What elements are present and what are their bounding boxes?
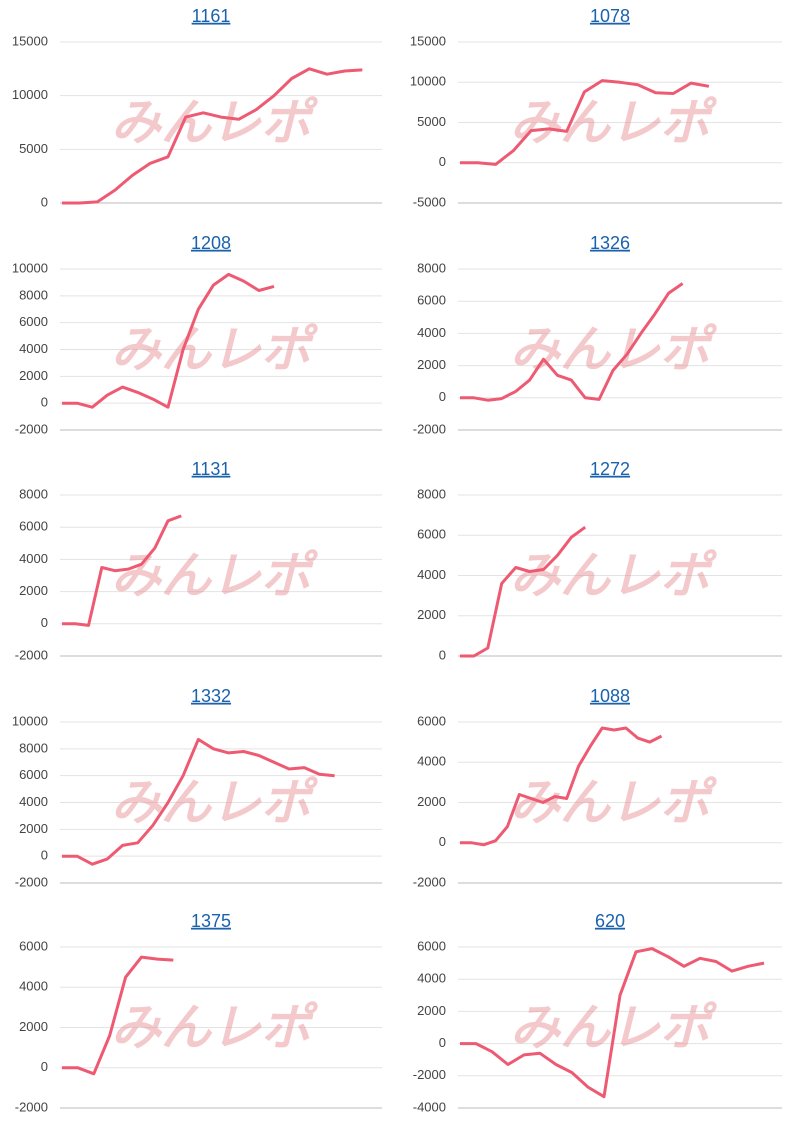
chart-title[interactable]: 1375 (191, 911, 231, 931)
y-tick-label: 8000 (19, 740, 48, 755)
chart-title[interactable]: 1131 (192, 459, 231, 479)
y-tick-label: 0 (439, 154, 446, 169)
y-tick-label: -2000 (15, 647, 48, 662)
y-tick-label: 6000 (417, 938, 446, 953)
y-tick-label: 2000 (19, 583, 48, 598)
y-tick-label: -2000 (413, 874, 446, 889)
y-tick-label: 8000 (19, 287, 48, 302)
y-tick-label: 6000 (417, 713, 446, 728)
y-tick-label: 2000 (19, 368, 48, 383)
y-tick-label: -2000 (15, 1099, 48, 1114)
chart-title[interactable]: 1272 (590, 459, 630, 479)
y-tick-label: -2000 (15, 874, 48, 889)
watermark: みんレポ (510, 95, 718, 151)
data-line (460, 726, 663, 847)
data-line (62, 737, 335, 866)
y-tick-label: 6000 (19, 314, 48, 329)
data-line (62, 955, 174, 1076)
y-tick-label: 4000 (19, 794, 48, 809)
y-tick-label: 0 (439, 647, 446, 662)
y-tick-label: 2000 (19, 1019, 48, 1034)
y-tick-label: -5000 (413, 194, 446, 209)
y-tick-label: 2000 (19, 821, 48, 836)
y-tick-label: 5000 (417, 114, 446, 129)
y-tick-label: 0 (41, 848, 48, 863)
y-tick-label: 15000 (12, 33, 48, 48)
y-tick-label: 0 (41, 615, 48, 630)
y-tick-label: 4000 (19, 979, 48, 994)
y-tick-label: 0 (41, 395, 48, 410)
y-tick-label: 6000 (19, 519, 48, 534)
chart-title[interactable]: 1208 (191, 233, 231, 253)
y-tick-label: 4000 (19, 341, 48, 356)
y-tick-label: 0 (439, 1035, 446, 1050)
data-line (460, 525, 587, 658)
y-tick-label: 0 (439, 834, 446, 849)
data-line (62, 272, 275, 409)
y-tick-label: 6000 (19, 767, 48, 782)
chart-title[interactable]: 1088 (590, 686, 630, 706)
y-tick-label: 4000 (417, 567, 446, 582)
chart-title[interactable]: 1326 (590, 233, 630, 253)
watermark: みんレポ (111, 775, 319, 831)
y-tick-label: 6000 (417, 293, 446, 308)
y-tick-label: 8000 (417, 260, 446, 275)
y-tick-label: 0 (41, 194, 48, 209)
y-tick-label: 2000 (417, 607, 446, 622)
y-tick-label: 6000 (417, 527, 446, 542)
watermark: みんレポ (510, 548, 718, 604)
watermark: みんレポ (111, 548, 319, 604)
y-tick-label: 4000 (417, 325, 446, 340)
chart-title[interactable]: 1078 (590, 6, 630, 26)
data-line (62, 514, 182, 627)
y-tick-label: 8000 (19, 486, 48, 501)
watermark: みんレポ (111, 95, 319, 151)
y-tick-label: 4000 (417, 971, 446, 986)
y-tick-label: 0 (41, 1059, 48, 1074)
data-line (460, 282, 684, 402)
y-tick-label: 2000 (417, 1003, 446, 1018)
y-tick-label: 4000 (417, 754, 446, 769)
y-tick-label: -4000 (413, 1099, 446, 1114)
chart-title[interactable]: 620 (595, 911, 625, 931)
y-tick-label: 5000 (19, 141, 48, 156)
y-tick-label: -2000 (413, 421, 446, 436)
chart-title[interactable]: 1161 (192, 6, 231, 26)
y-tick-label: -2000 (413, 1067, 446, 1082)
y-tick-label: 6000 (19, 938, 48, 953)
y-tick-label: 10000 (12, 713, 48, 728)
data-line (460, 947, 765, 1099)
y-tick-label: 4000 (19, 551, 48, 566)
y-tick-label: 10000 (12, 260, 48, 275)
chart-title[interactable]: 1332 (191, 686, 231, 706)
y-tick-label: 0 (439, 389, 446, 404)
watermark: みんレポ (111, 322, 319, 378)
y-tick-label: 15000 (410, 33, 446, 48)
y-tick-label: 8000 (417, 486, 446, 501)
data-line (62, 67, 363, 205)
y-tick-label: -2000 (15, 421, 48, 436)
y-tick-label: 2000 (417, 357, 446, 372)
y-tick-label: 2000 (417, 794, 446, 809)
data-line (460, 79, 710, 166)
watermark: みんレポ (111, 1000, 319, 1056)
y-tick-label: 10000 (410, 74, 446, 89)
y-tick-label: 10000 (12, 87, 48, 102)
